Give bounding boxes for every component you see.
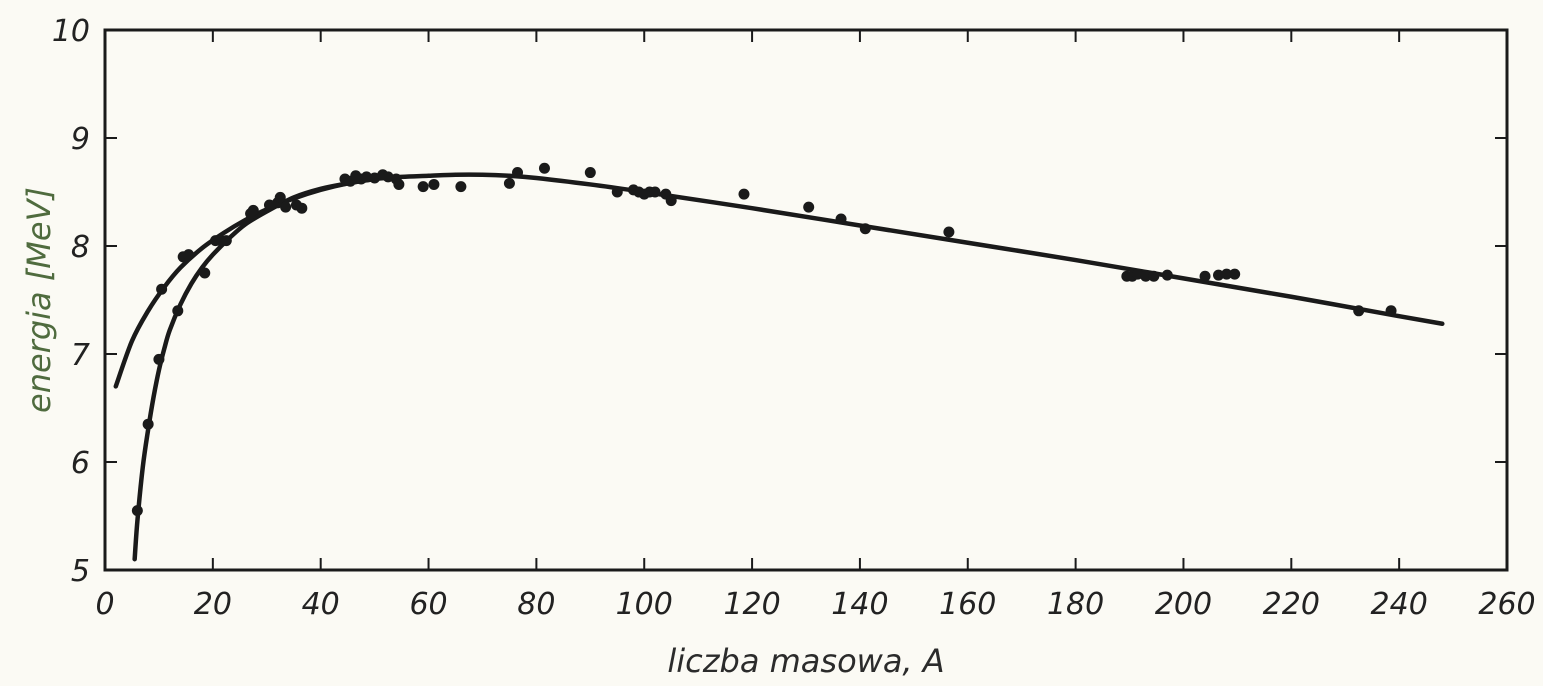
data-point (1385, 305, 1397, 317)
data-point (428, 178, 440, 190)
data-point (665, 195, 677, 207)
data-point (1140, 270, 1152, 282)
data-point (1148, 270, 1160, 282)
x-tick-label: 120 (723, 587, 780, 622)
data-point (943, 226, 955, 238)
data-point (220, 235, 232, 247)
data-point (803, 201, 815, 213)
x-tick-label: 0 (95, 587, 114, 622)
data-point (361, 171, 373, 183)
y-axis: 5 6 7 8 9 10 (52, 14, 1507, 589)
y-tick-label: 9 (71, 122, 90, 157)
x-tick-label: 40 (302, 587, 340, 622)
fit-curve (132, 176, 377, 562)
data-point (172, 305, 184, 317)
data-point (538, 162, 550, 174)
data-point (1213, 269, 1225, 281)
fit-curves (113, 172, 1445, 562)
y-tick-label: 10 (52, 14, 90, 49)
x-tick-label: 60 (409, 587, 447, 622)
data-point (611, 186, 623, 198)
plot-frame (103, 28, 1509, 572)
x-tick-label: 260 (1478, 587, 1535, 622)
data-point (649, 186, 661, 198)
data-point (296, 202, 308, 214)
data-point (1353, 305, 1365, 317)
x-axis: 0 20 40 60 80 100 120 140 160 180 200 220 240 260 (95, 30, 1536, 622)
x-tick-label: 200 (1155, 587, 1212, 622)
data-point (1161, 269, 1173, 281)
data-point (153, 353, 165, 365)
y-tick-label: 5 (71, 554, 90, 589)
x-tick-label: 20 (194, 587, 232, 622)
data-point (280, 201, 292, 213)
x-tick-label: 180 (1047, 587, 1104, 622)
data-point (584, 167, 596, 179)
data-point (1199, 270, 1211, 282)
data-point (455, 181, 467, 193)
data-point (142, 418, 154, 430)
y-tick-label: 7 (71, 338, 90, 373)
data-point (183, 249, 195, 261)
data-point (512, 167, 524, 179)
y-axis-label: energia [MeV] (20, 187, 58, 413)
y-tick-label: 8 (71, 230, 90, 265)
data-point (417, 181, 429, 193)
data-point (738, 188, 750, 200)
fit-curve (113, 172, 1445, 389)
x-tick-label: 220 (1263, 587, 1320, 622)
data-point (503, 177, 515, 189)
data-point (393, 178, 405, 190)
x-tick-label: 240 (1371, 587, 1428, 622)
data-point (199, 267, 211, 279)
x-axis-label: liczba masowa, A (667, 642, 944, 680)
data-point (835, 213, 847, 225)
data-points (131, 162, 1397, 517)
data-point (1221, 268, 1233, 280)
data-point (156, 283, 168, 295)
y-tick-label: 6 (71, 446, 90, 481)
x-tick-label: 140 (831, 587, 888, 622)
x-tick-label: 160 (939, 587, 996, 622)
data-point (131, 505, 143, 517)
data-point (274, 191, 286, 203)
x-tick-label: 100 (616, 587, 673, 622)
data-point (859, 223, 871, 235)
data-point (247, 204, 259, 216)
x-tick-label: 80 (517, 587, 555, 622)
data-point (1229, 268, 1241, 280)
